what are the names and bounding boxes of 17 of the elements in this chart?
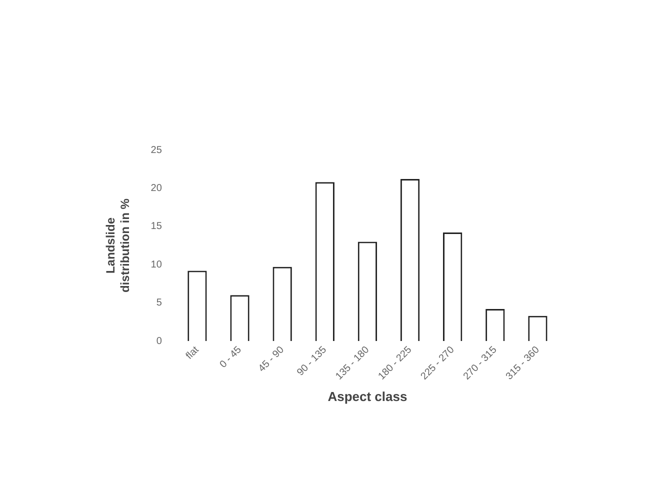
x-tick-label: 135 - 180: [334, 344, 372, 382]
y-tick-label: 15: [150, 221, 162, 232]
y-tick-label: 20: [150, 182, 162, 194]
x-tick-label: flat: [184, 344, 202, 362]
y-tick-label: 25: [150, 144, 162, 156]
x-tick-label: 90 - 135: [295, 344, 330, 378]
x-tick-label: 225 - 270: [418, 344, 457, 382]
x-tick-label: 270 - 315: [462, 344, 500, 382]
y-tick-label: 10: [150, 259, 162, 270]
y-axis-title: Landslide distribution in %: [104, 198, 132, 293]
x-tick-label: 45 - 90: [256, 344, 287, 374]
x-tick-label: 180 - 225: [376, 344, 414, 382]
y-tick-label: 5: [156, 298, 162, 309]
x-axis-title: Aspect class: [328, 388, 408, 404]
x-tick-label: 0 - 45: [218, 344, 244, 370]
y-tick-label: 0: [156, 336, 162, 347]
x-tick-label: 315 - 360: [504, 344, 542, 382]
